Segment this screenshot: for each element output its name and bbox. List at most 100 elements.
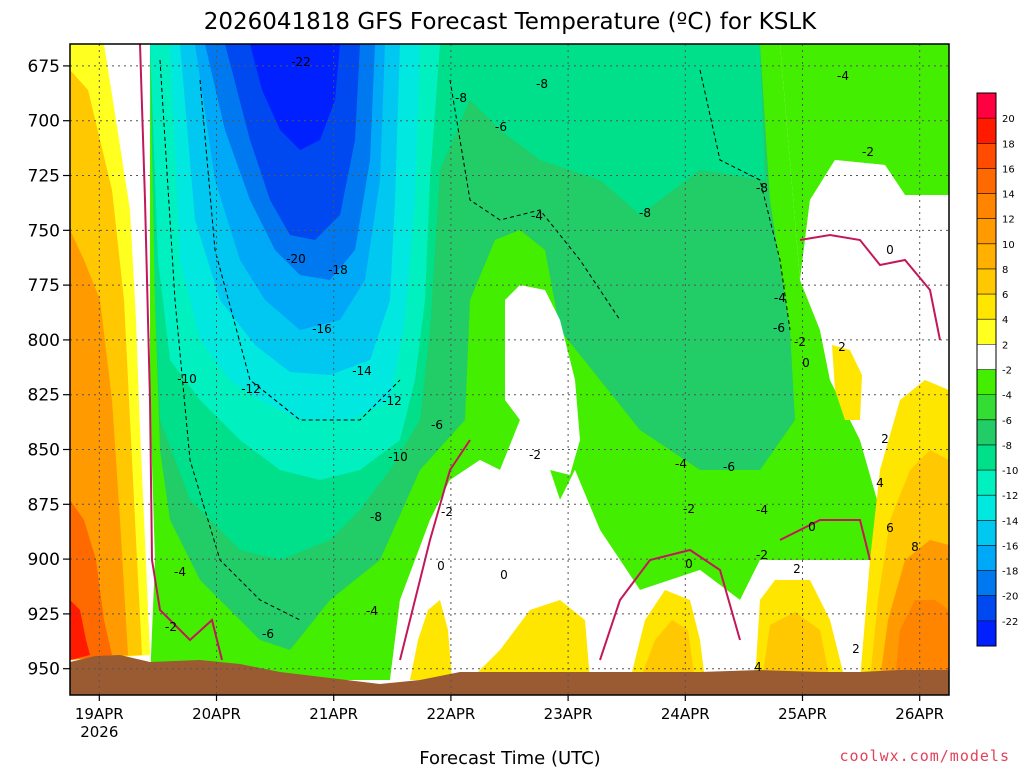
colorbar: 20 18 16 14 12 10 8 6 4 2 -2 -4 -6 -8 -10 -12 -14 -16 -18 -… — [976, 92, 1018, 647]
x-tick-label: 24APR — [661, 705, 710, 723]
contour-label: -4 — [531, 209, 543, 223]
contour-label: -6 — [262, 627, 274, 641]
colorbar-label: -14 — [1002, 516, 1018, 527]
x-tick-label: 25APR — [778, 705, 827, 723]
contour-label: 6 — [886, 521, 894, 535]
colorbar-label: 8 — [1002, 265, 1008, 276]
contour-label: -16 — [312, 322, 332, 336]
contour-label: -4 — [756, 503, 768, 517]
colorbar-swatch — [977, 93, 996, 119]
terrain — [70, 655, 949, 695]
y-tick-label: 725 — [28, 167, 60, 187]
colorbar-label: -2 — [1002, 366, 1012, 377]
colorbar-label: -6 — [1002, 416, 1012, 427]
contour-fills — [70, 44, 949, 680]
dashed-contours — [159, 59, 791, 621]
y-tick-label: 675 — [28, 57, 60, 77]
contour-label: -14 — [352, 364, 372, 378]
contour-line-b — [199, 79, 401, 421]
colorbar-label: -20 — [1002, 592, 1018, 603]
contour-label: -4 — [675, 457, 687, 471]
contour-label: -10 — [177, 372, 197, 386]
contour-label: -12 — [241, 382, 261, 396]
contour-label: 2 — [852, 642, 860, 656]
x-tick-label: 20APR — [192, 705, 241, 723]
contour-label: 0 — [886, 243, 894, 257]
contour-label: -2 — [441, 505, 453, 519]
contour-label: -12 — [382, 394, 402, 408]
fill-band-minus2-right — [780, 44, 949, 280]
contour-label: 4 — [876, 476, 884, 490]
freezing-line-left — [139, 44, 223, 661]
contour-label: -2 — [683, 502, 695, 516]
contour-label: -2 — [756, 548, 768, 562]
freezing-contours — [139, 44, 941, 661]
contour-label: -2 — [794, 335, 806, 349]
plot-area: -22-8-8-4-6-2-8-8-40-20-18-4-6-16-2 20-14… — [70, 44, 949, 695]
colorbar-swatch — [977, 143, 996, 169]
contour-label: 2 — [838, 340, 846, 354]
warm-pocket-23apr — [505, 285, 580, 475]
colorbar-label: 20 — [1002, 114, 1015, 125]
colorbar-swatch — [977, 495, 996, 521]
contour-label: -22 — [291, 55, 311, 69]
colorbar-swatch — [977, 419, 996, 446]
colorbar-swatch — [977, 394, 996, 421]
warm-pocket-22apr — [410, 600, 452, 680]
y-axis: 675 700 725 750 775 800 825 850 875 900 925 950 — [28, 57, 70, 680]
colorbar-label: 14 — [1002, 190, 1015, 201]
colorbar-label: -18 — [1002, 567, 1018, 578]
colorbar-label: -10 — [1002, 466, 1018, 477]
contour-label: 8 — [911, 540, 919, 554]
contour-label: -2 — [529, 448, 541, 462]
colorbar-label: -16 — [1002, 541, 1018, 552]
contour-label: -8 — [536, 77, 548, 91]
colorbar-swatch — [977, 118, 996, 144]
contour-label: -6 — [495, 120, 507, 134]
contour-label: 0 — [437, 559, 445, 573]
freezing-line-right — [799, 233, 941, 341]
fill-band-minus22 — [250, 44, 340, 150]
contour-label: 0 — [500, 568, 508, 582]
warm-lower-middle — [390, 420, 880, 680]
y-tick-label: 850 — [28, 441, 60, 461]
colorbar-swatch — [977, 520, 996, 546]
y-tick-label: 775 — [28, 276, 60, 296]
y-tick-label: 875 — [28, 495, 60, 515]
colorbar-swatch — [977, 243, 996, 270]
colorbar-swatch — [977, 268, 996, 295]
contour-line-d — [699, 69, 791, 331]
contour-label: -6 — [723, 460, 735, 474]
contour-label: -6 — [773, 321, 785, 335]
y-tick-label: 800 — [28, 331, 60, 351]
contour-label: -4 — [366, 604, 378, 618]
y-tick-label: 700 — [28, 112, 60, 132]
contour-label: -8 — [370, 510, 382, 524]
colorbar-label: 18 — [1002, 139, 1015, 150]
contour-label: -4 — [837, 69, 849, 83]
colorbar-swatch — [977, 545, 996, 572]
colorbar-swatch — [977, 595, 996, 622]
y-tick-label: 925 — [28, 605, 60, 625]
colorbar-swatch — [977, 294, 996, 320]
y-tick-label: 825 — [28, 386, 60, 406]
contour-label: 2 — [881, 432, 889, 446]
colorbar-label: 4 — [1002, 315, 1008, 326]
colorbar-swatch — [977, 369, 996, 396]
freezing-line-mid2 — [599, 548, 741, 661]
contour-labels: -22-8-8-4-6-2-8-8-40-20-18-4-6-16-2 20-14… — [165, 55, 919, 674]
grid-lines — [70, 44, 949, 695]
x-tick-label: 19APR — [75, 705, 124, 723]
fill-band-18 — [70, 600, 90, 660]
colorbar-swatch — [977, 620, 996, 647]
colorbar-label: -4 — [1002, 391, 1012, 402]
colorbar-swatch — [977, 570, 996, 597]
warm-band-24apr-4 — [640, 620, 695, 680]
colorbar-swatch — [977, 193, 996, 220]
x-axis-label: Forecast Time (UTC) — [419, 748, 600, 768]
colorbar-label: 12 — [1002, 215, 1015, 226]
contour-label: -8 — [639, 206, 651, 220]
colorbar-label: -8 — [1002, 441, 1012, 452]
